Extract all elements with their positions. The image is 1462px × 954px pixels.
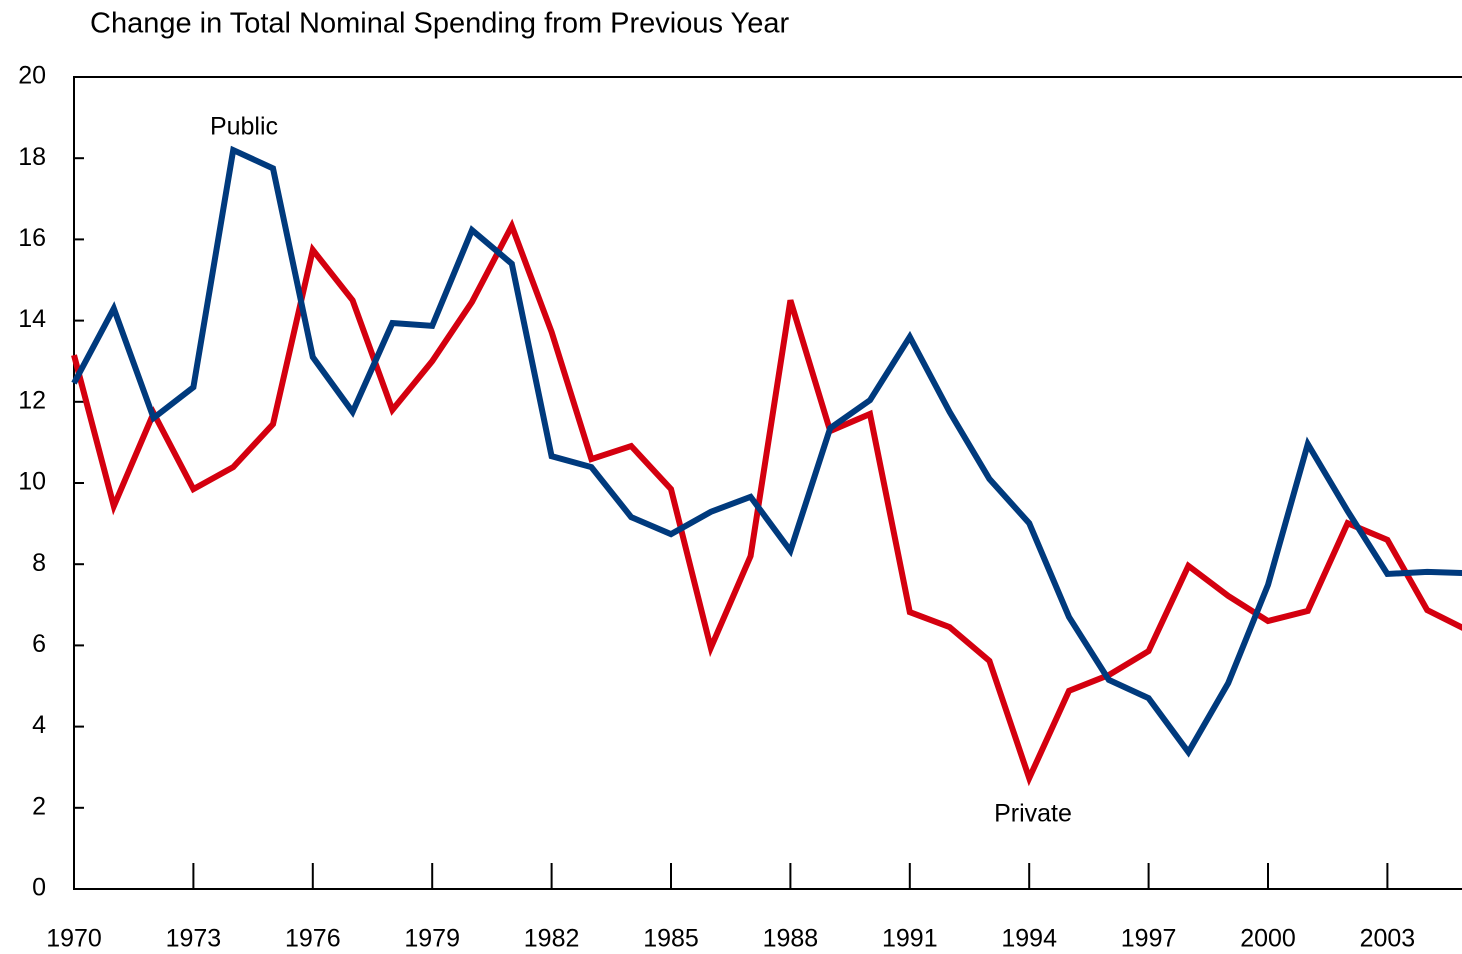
chart-title: Change in Total Nominal Spending from Pr…: [90, 8, 789, 40]
y-tick-label: 10: [18, 468, 46, 496]
x-tick-label: 1985: [643, 925, 699, 953]
x-tick-label: 1988: [763, 925, 819, 953]
y-tick-label: 12: [18, 386, 46, 414]
y-tick-label: 8: [32, 549, 46, 577]
series-label: Private: [994, 800, 1072, 828]
y-tick-label: 18: [18, 143, 46, 171]
series-line: [71, 218, 1462, 787]
x-tick-label: 1976: [285, 925, 341, 953]
y-tick-label: 16: [18, 224, 46, 252]
y-tick-label: 2: [32, 792, 46, 820]
y-tick-label: 6: [32, 630, 46, 658]
x-tick-label: 1991: [882, 925, 938, 953]
x-tick-label: 1979: [404, 925, 460, 953]
x-tick-label: 2000: [1240, 925, 1296, 953]
x-tick-label: 2003: [1360, 925, 1416, 953]
y-tick-label: 4: [32, 711, 46, 739]
x-tick-label: 1982: [524, 925, 580, 953]
x-tick-label: 1970: [46, 925, 102, 953]
x-tick-label: 1973: [166, 925, 222, 953]
series-label: Public: [210, 113, 278, 141]
y-tick-label: 0: [32, 874, 46, 902]
y-tick-label: 14: [18, 305, 46, 333]
x-tick-label: 1994: [1001, 925, 1057, 953]
y-tick-label: 20: [18, 62, 46, 90]
x-tick-label: 1997: [1121, 925, 1177, 953]
series-line: [71, 145, 1462, 758]
